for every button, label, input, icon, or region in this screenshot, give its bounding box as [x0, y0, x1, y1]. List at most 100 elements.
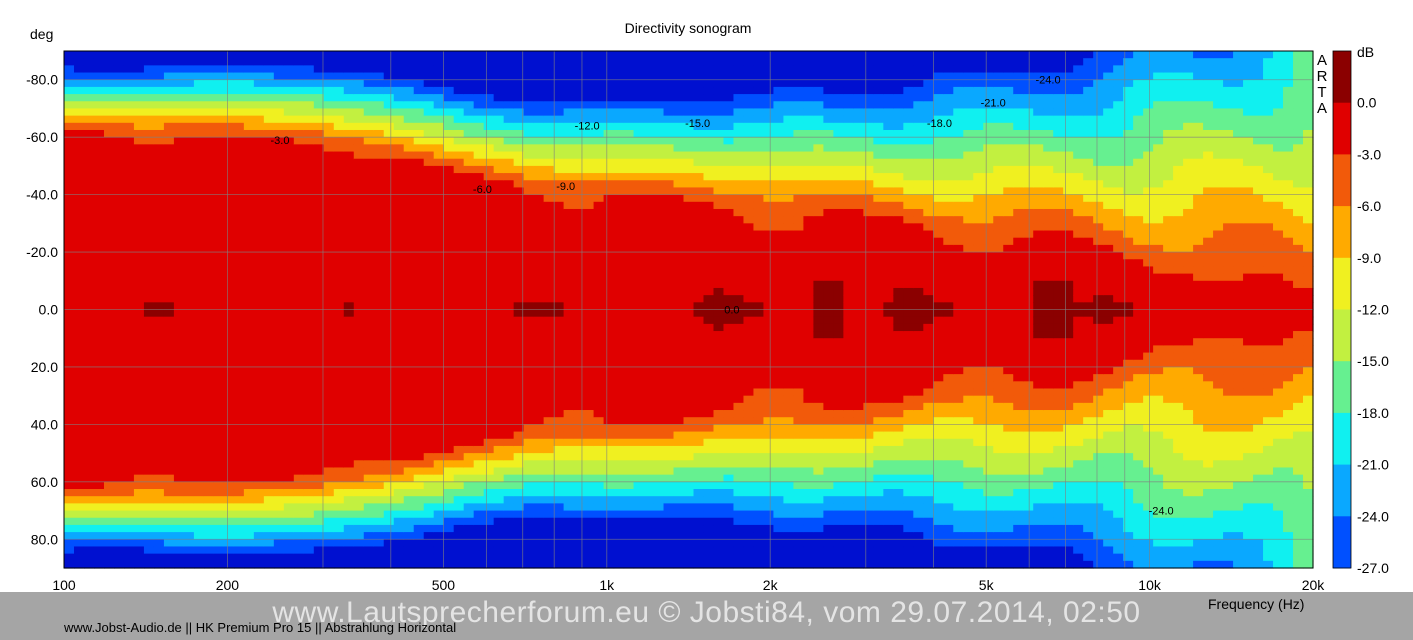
sonogram-cell: [83, 331, 95, 339]
sonogram-cell: [413, 287, 425, 296]
sonogram-cell: [243, 345, 255, 354]
sonogram-cell: [553, 331, 565, 339]
sonogram-cell: [133, 208, 145, 217]
sonogram-cell: [353, 137, 365, 145]
sonogram-cell: [663, 129, 675, 138]
sonogram-cell: [383, 273, 395, 282]
sonogram-cell: [613, 287, 625, 296]
sonogram-cell: [83, 129, 95, 138]
sonogram-cell: [213, 244, 225, 253]
sonogram-cell: [273, 331, 285, 339]
sonogram-cell: [713, 280, 725, 289]
sonogram-cell: [203, 115, 215, 124]
sonogram-cell: [303, 86, 315, 95]
sonogram-cell: [183, 194, 195, 203]
sonogram-cell: [393, 496, 405, 504]
sonogram-cell: [393, 237, 405, 246]
sonogram-cell: [163, 208, 175, 217]
sonogram-cell: [253, 496, 265, 504]
sonogram-cell: [373, 374, 385, 382]
sonogram-cell: [543, 223, 555, 232]
sonogram-cell: [603, 252, 615, 260]
sonogram-cell: [573, 309, 585, 318]
sonogram-cell: [283, 331, 295, 339]
sonogram-cell: [623, 489, 635, 497]
sonogram-cell: [133, 438, 145, 447]
sonogram-cell: [643, 503, 655, 512]
sonogram-cell: [73, 287, 85, 296]
sonogram-cell: [64, 51, 75, 59]
sonogram-cell: [553, 453, 565, 461]
sonogram-cell: [323, 101, 335, 110]
sonogram-cell: [233, 395, 245, 404]
sonogram-cell: [93, 345, 105, 354]
sonogram-cell: [383, 101, 395, 110]
sonogram-cell: [563, 539, 575, 548]
sonogram-cell: [533, 316, 545, 325]
sonogram-cell: [203, 187, 215, 196]
sonogram-cell: [83, 173, 95, 181]
sonogram-cell: [73, 323, 85, 332]
sonogram-cell: [463, 108, 475, 117]
sonogram-cell: [583, 553, 595, 562]
sonogram-cell: [313, 194, 325, 203]
sonogram-cell: [613, 115, 625, 124]
sonogram-cell: [193, 165, 205, 174]
sonogram-cell: [253, 388, 265, 397]
sonogram-cell: [73, 201, 85, 210]
sonogram-cell: [533, 453, 545, 461]
sonogram-cell: [64, 388, 75, 397]
sonogram-cell: [733, 323, 745, 332]
sonogram-cell: [373, 460, 385, 469]
sonogram-cell: [253, 424, 265, 433]
sonogram-cell: [743, 467, 755, 476]
sonogram-cell: [673, 467, 685, 476]
sonogram-cell: [593, 539, 605, 548]
sonogram-cell: [593, 223, 605, 232]
sonogram-cell: [193, 481, 205, 490]
sonogram-cell: [383, 381, 395, 390]
sonogram-cell: [563, 72, 575, 81]
sonogram-cell: [623, 445, 635, 454]
sonogram-cell: [403, 287, 415, 296]
sonogram-cell: [243, 489, 255, 497]
sonogram-cell: [483, 467, 495, 476]
sonogram-cell: [623, 259, 635, 268]
sonogram-cell: [643, 410, 655, 418]
sonogram-cell: [483, 101, 495, 110]
sonogram-cell: [333, 539, 345, 548]
sonogram-cell: [143, 259, 155, 268]
sonogram-cell: [283, 302, 295, 311]
sonogram-cell: [213, 331, 225, 339]
sonogram-cell: [603, 51, 615, 59]
sonogram-cell: [213, 388, 225, 397]
sonogram-cell: [523, 252, 535, 260]
sonogram-cell: [133, 65, 145, 74]
sonogram-cell: [73, 402, 85, 411]
sonogram-cell: [73, 460, 85, 469]
sonogram-cell: [293, 266, 305, 275]
sonogram-cell: [403, 395, 415, 404]
sonogram-cell: [533, 180, 545, 189]
sonogram-cell: [83, 280, 95, 289]
sonogram-cell: [423, 287, 435, 296]
sonogram-cell: [673, 86, 685, 95]
sonogram-cell: [593, 424, 605, 433]
sonogram-cell: [533, 359, 545, 368]
sonogram-cell: [223, 366, 235, 375]
sonogram-cell: [103, 553, 115, 562]
sonogram-cell: [283, 137, 295, 145]
sonogram-cell: [243, 129, 255, 138]
sonogram-cell: [263, 51, 275, 59]
sonogram-cell: [593, 230, 605, 239]
sonogram-cell: [753, 165, 765, 174]
sonogram-cell: [293, 546, 305, 555]
sonogram-cell: [673, 388, 685, 397]
sonogram-cell: [83, 287, 95, 296]
sonogram-cell: [183, 524, 195, 533]
sonogram-cell: [393, 180, 405, 189]
sonogram-cell: [473, 417, 485, 425]
sonogram-cell: [643, 517, 655, 526]
sonogram-cell: [703, 72, 715, 81]
sonogram-cell: [533, 252, 545, 260]
